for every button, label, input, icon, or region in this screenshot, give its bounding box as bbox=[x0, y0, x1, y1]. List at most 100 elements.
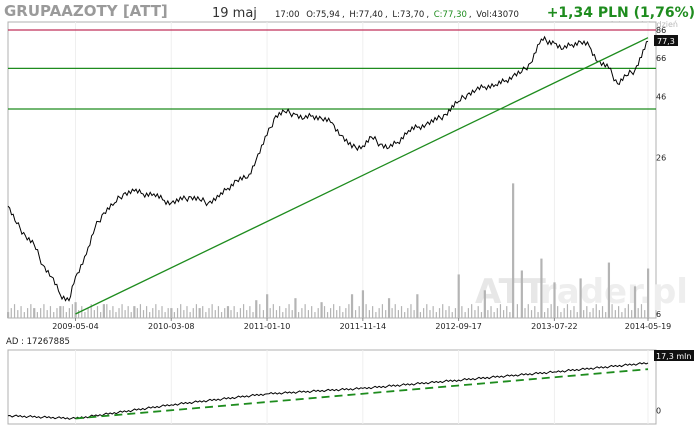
volume-bar-minor bbox=[438, 308, 441, 318]
volume-bar-minor bbox=[291, 310, 293, 318]
volume-bar-minor bbox=[333, 304, 335, 318]
volume-bar-minor bbox=[407, 308, 409, 318]
volume-bar-minor bbox=[448, 306, 450, 318]
x-tick-label: 2011-01-10 bbox=[244, 322, 291, 331]
volume-bar-minor bbox=[249, 306, 251, 318]
volume-bar-minor bbox=[173, 312, 176, 318]
volume-bar-minor bbox=[345, 308, 347, 318]
volume-bar-minor bbox=[618, 306, 620, 318]
volume-bar-minor bbox=[195, 304, 198, 318]
volume-bar-minor bbox=[230, 310, 232, 318]
volume-bar-minor bbox=[311, 306, 313, 318]
volume-bar-minor bbox=[598, 310, 600, 318]
volume-bar-minor bbox=[145, 306, 148, 318]
ad-trend-group bbox=[75, 368, 649, 420]
volume-bar bbox=[320, 302, 323, 318]
volume-bar-minor bbox=[23, 312, 25, 318]
volume-bar-minor bbox=[161, 306, 163, 318]
volume-bar-minor bbox=[211, 304, 213, 318]
volume-bar-minor bbox=[217, 306, 220, 318]
volume-bar-minor bbox=[336, 310, 338, 318]
y-tick-label: 86 bbox=[656, 26, 666, 35]
volume-bar bbox=[350, 294, 354, 318]
volume-bar-minor bbox=[65, 312, 67, 318]
volume-bar-minor bbox=[595, 304, 597, 318]
x-tick-label: 2011-11-14 bbox=[340, 322, 387, 331]
volume-bar-minor bbox=[186, 306, 188, 318]
volume-bar-minor bbox=[592, 308, 594, 318]
volume-bar-minor bbox=[93, 310, 95, 318]
volume-bar-minor bbox=[121, 304, 123, 318]
ad-line-group bbox=[7, 362, 649, 420]
volume-bar-minor bbox=[301, 308, 303, 318]
volume-bar-minor bbox=[208, 308, 210, 318]
volume-bar-minor bbox=[358, 306, 360, 318]
volume-bar-minor bbox=[445, 310, 447, 318]
x-tick-label: 2009-05-04 bbox=[52, 322, 99, 331]
volume-bar-minor bbox=[202, 306, 204, 318]
x-tick-label: 2012-09-17 bbox=[435, 322, 482, 331]
price-panel bbox=[7, 21, 657, 319]
volume-bar-minor bbox=[155, 304, 157, 318]
volume-bar-minor bbox=[563, 308, 565, 318]
volume-bar-minor bbox=[124, 310, 126, 318]
volume-bar-minor bbox=[68, 308, 70, 318]
volume-bar-minor bbox=[130, 312, 132, 318]
price-grid bbox=[74, 22, 649, 318]
volume-bar-minor bbox=[118, 308, 120, 318]
volume-bar-minor bbox=[152, 308, 154, 318]
ad-last-tag-text: 17,3 mln bbox=[656, 352, 691, 361]
volume-bar-minor bbox=[557, 306, 559, 318]
volume-bar-minor bbox=[285, 308, 287, 318]
volume-bar-minor bbox=[451, 312, 453, 318]
volume-bar-minor bbox=[583, 310, 585, 318]
volume-bar bbox=[294, 298, 297, 318]
volume-bar-minor bbox=[391, 308, 393, 318]
volume-bar-minor bbox=[496, 308, 498, 318]
volume-bar bbox=[607, 262, 611, 318]
volume-bar bbox=[553, 282, 556, 318]
volume-bar-minor bbox=[149, 312, 151, 318]
volume-bar-minor bbox=[509, 312, 511, 318]
volume-bar-minor bbox=[323, 306, 326, 318]
volume-bar-minor bbox=[304, 304, 306, 318]
y-tick-label: 6 bbox=[656, 310, 661, 319]
volume-bar bbox=[7, 312, 10, 318]
volume-bar-minor bbox=[601, 306, 604, 318]
volume-bar-minor bbox=[272, 304, 274, 318]
volume-bar-minor bbox=[10, 308, 12, 318]
volume-bar-minor bbox=[624, 308, 626, 318]
volume-bar-minor bbox=[454, 308, 457, 318]
volume-bar-minor bbox=[224, 308, 226, 318]
volume-bar-minor bbox=[413, 310, 415, 318]
volume-bar-minor bbox=[330, 308, 332, 318]
volume-bar bbox=[579, 278, 582, 318]
volume-bar-minor bbox=[192, 308, 194, 318]
x-tick-label: 2014-05-19 bbox=[625, 322, 672, 331]
volume-bar-minor bbox=[314, 312, 316, 318]
price-line-group bbox=[7, 35, 649, 302]
volume-bar-minor bbox=[236, 312, 238, 318]
volume-bar-minor bbox=[112, 306, 114, 318]
volume-bar-minor bbox=[317, 308, 319, 318]
ad-y-axis: 0 bbox=[656, 406, 661, 415]
volume-bar-minor bbox=[30, 304, 32, 318]
volume-bar-minor bbox=[487, 310, 489, 318]
ad-panel bbox=[7, 349, 657, 425]
ad-label: AD : 17267885 bbox=[6, 337, 70, 347]
volume-bar-minor bbox=[56, 308, 58, 318]
volume-bar-minor bbox=[493, 312, 495, 318]
ad-grid bbox=[74, 350, 649, 424]
last-price-tag bbox=[654, 35, 678, 46]
volume-bar-minor bbox=[180, 304, 182, 318]
volume-bar-minor bbox=[342, 312, 344, 318]
volume-bar-minor bbox=[490, 306, 492, 318]
y-tick-label: 66 bbox=[656, 54, 666, 63]
price-change: +1,34 PLN (1,76%) bbox=[547, 5, 695, 21]
horizontal-lines bbox=[8, 29, 656, 110]
volume-bar-minor bbox=[158, 310, 160, 318]
volume-bar-minor bbox=[381, 304, 384, 318]
volume-bar-minor bbox=[242, 304, 245, 318]
volume-bar-minor bbox=[464, 312, 466, 318]
